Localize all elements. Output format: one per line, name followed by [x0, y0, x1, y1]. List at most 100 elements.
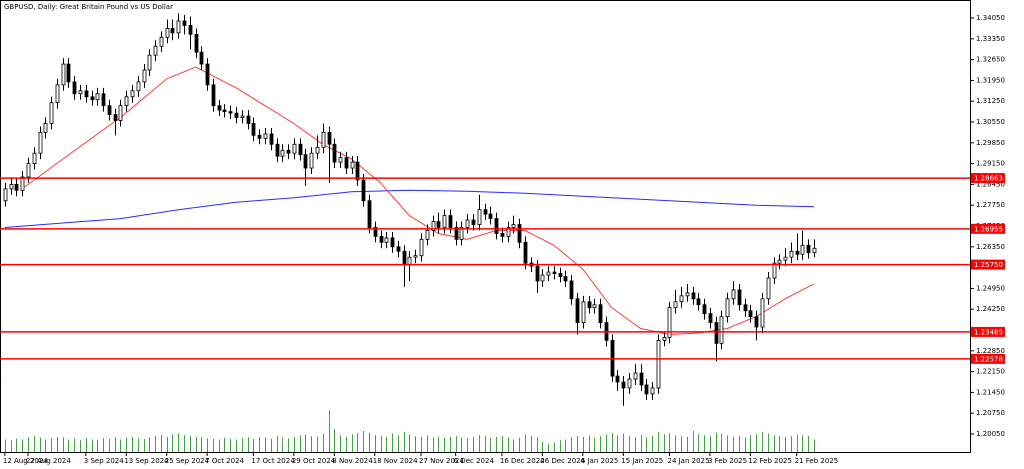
- candle-body: [373, 227, 378, 237]
- candle-body: [199, 51, 204, 65]
- candle-body: [350, 161, 355, 169]
- candle-body: [113, 114, 118, 121]
- candle-body: [789, 250, 794, 258]
- candle-body: [390, 237, 395, 248]
- y-tick-label: 1.31250: [976, 97, 1005, 105]
- level-label-box: [971, 353, 1005, 364]
- candle-body: [332, 143, 337, 163]
- x-tick-label: 6 Jan 2025: [581, 457, 619, 465]
- candle-body: [402, 250, 407, 266]
- candle-body: [32, 152, 37, 165]
- candle-body: [563, 276, 568, 282]
- candle-body: [228, 111, 233, 114]
- x-tick-label: 6 Dec 2024: [454, 457, 495, 465]
- x-tick-label: 13 Sep 2024: [124, 457, 169, 465]
- candle-body: [136, 81, 141, 92]
- candle-body: [454, 227, 459, 240]
- level-label: 1.26955: [974, 225, 1003, 233]
- y-tick-label: 1.20050: [976, 430, 1005, 438]
- x-tick-label: 16 Dec 2024: [500, 457, 545, 465]
- candle-body: [367, 200, 372, 228]
- candle-body: [327, 132, 332, 145]
- candle-body: [194, 33, 199, 53]
- y-tick-label: 1.32650: [976, 56, 1005, 64]
- candle-body: [240, 115, 245, 118]
- candle-body: [159, 36, 164, 47]
- candle-body: [777, 259, 782, 264]
- candle-body: [286, 149, 291, 154]
- x-tick-label: 21 Feb 2025: [795, 457, 839, 465]
- candle-body: [685, 292, 690, 297]
- candle-body: [465, 219, 470, 228]
- candle-body: [55, 84, 60, 104]
- y-tick-label: 1.28450: [976, 180, 1005, 188]
- candle-body: [153, 45, 158, 56]
- candle-body: [436, 221, 441, 228]
- candle-body: [633, 372, 638, 380]
- plot-area: [3, 13, 817, 452]
- candle-body: [379, 235, 384, 243]
- candle-body: [20, 176, 25, 191]
- y-tick-label: 1.29150: [976, 160, 1005, 168]
- candle-body: [754, 316, 759, 328]
- x-tick-label: 12 Feb 2025: [748, 457, 792, 465]
- candle-body: [425, 230, 430, 240]
- candle-body: [43, 123, 48, 133]
- candle-body: [263, 133, 268, 139]
- candle-body: [650, 387, 655, 395]
- candle-body: [344, 157, 349, 169]
- x-tick-label: 24 Jan 2025: [667, 457, 709, 465]
- moving-average-line: [21, 66, 815, 336]
- candle-body: [679, 295, 684, 303]
- candle-body: [222, 109, 227, 113]
- candle-body: [812, 247, 817, 254]
- candle-body: [407, 256, 412, 266]
- candle-body: [644, 384, 649, 395]
- candle-body: [535, 265, 540, 282]
- candle-body: [165, 28, 170, 38]
- y-tick-label: 1.26350: [976, 243, 1005, 251]
- candle-body: [569, 280, 574, 300]
- candle-body: [488, 213, 493, 219]
- y-tick-label: 1.20750: [976, 409, 1005, 417]
- candle-body: [766, 277, 771, 300]
- candle-body: [269, 133, 274, 145]
- candle-body: [66, 63, 71, 83]
- candle-body: [598, 304, 603, 323]
- candle-body: [506, 227, 511, 237]
- level-label-box: [971, 326, 1005, 337]
- candle-body: [517, 224, 522, 243]
- candle-body: [217, 105, 222, 111]
- candle-body: [702, 304, 707, 315]
- x-tick-label: 26 Dec 2024: [540, 457, 585, 465]
- candle-body: [84, 90, 89, 98]
- candle-body: [142, 69, 147, 83]
- candle-body: [627, 378, 632, 389]
- candle-body: [511, 224, 516, 228]
- moving-average-line: [4, 189, 815, 228]
- level-label: 1.23485: [974, 328, 1003, 336]
- candle-body: [49, 102, 54, 124]
- candle-body: [500, 233, 505, 237]
- candle-body: [315, 146, 320, 154]
- candle-body: [14, 184, 19, 191]
- candle-body: [795, 250, 800, 255]
- candle-body: [731, 289, 736, 300]
- candle-body: [459, 227, 464, 240]
- candle-body: [95, 93, 100, 101]
- candle-body: [442, 215, 447, 228]
- candle-body: [257, 134, 262, 139]
- y-tick-label: 1.21450: [976, 388, 1005, 396]
- candle-body: [26, 163, 31, 178]
- level-label-box: [971, 223, 1005, 234]
- x-tick-label: 29 Oct 2024: [292, 457, 336, 465]
- candle-body: [355, 161, 360, 181]
- candle-body: [552, 271, 557, 274]
- level-label-box: [971, 173, 1005, 184]
- candle-body: [477, 209, 482, 225]
- candle-body: [275, 143, 280, 157]
- candle-body: [182, 20, 187, 26]
- candle-body: [170, 28, 175, 34]
- candle-body: [188, 25, 193, 35]
- candle-body: [78, 90, 83, 95]
